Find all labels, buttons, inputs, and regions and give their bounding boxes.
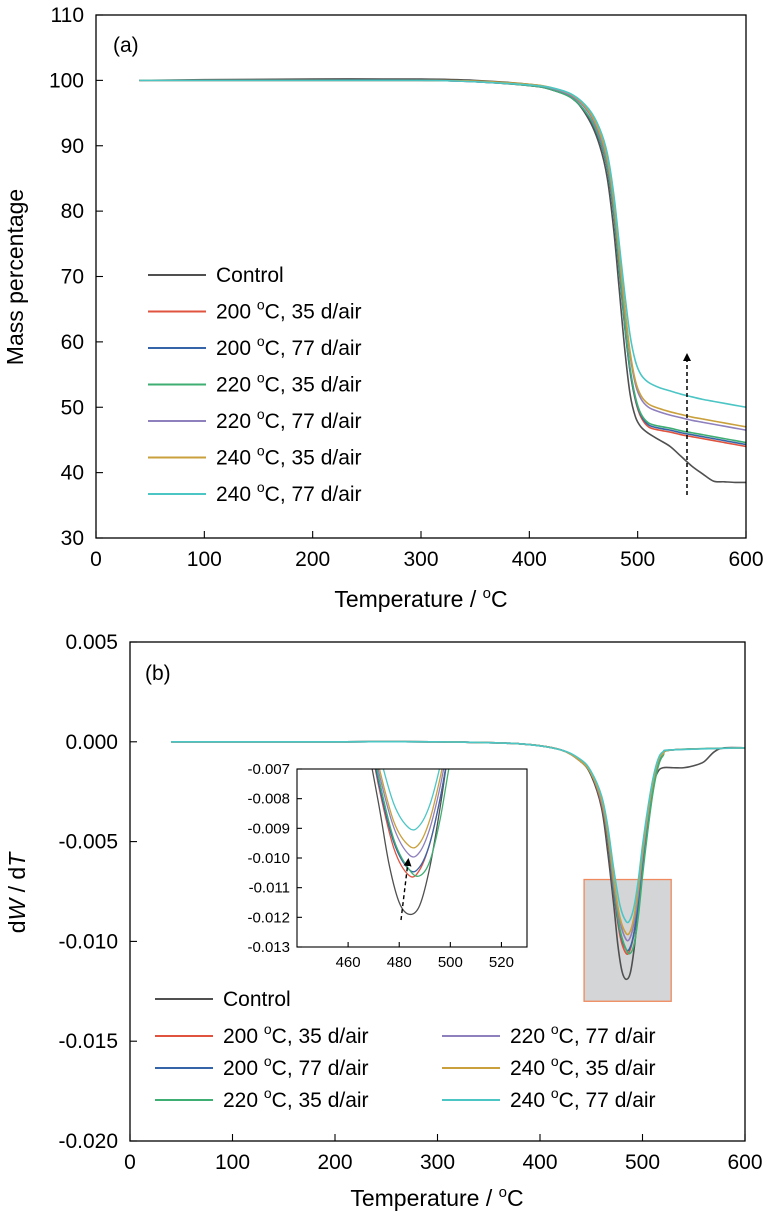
y-tick-label: 40 xyxy=(61,462,84,485)
x-tick-label: 400 xyxy=(522,1151,557,1174)
inset-series xyxy=(371,769,450,916)
inset-ticks: 460 480 500 520 -0.013 -0.012 -0.011 -0.010 -0.0… xyxy=(247,761,514,971)
legend-label-5: 240 oC, 35 d/air xyxy=(216,443,362,470)
legend-label-5: 240 oC, 35 d/air xyxy=(510,1053,656,1080)
legend-label-3: 220 oC, 35 d/air xyxy=(216,370,362,397)
x-tick-label: 500 xyxy=(625,1151,660,1174)
chart-a-panel-label: (a) xyxy=(113,34,139,57)
chart-b-x-axis-label: Temperature / oC xyxy=(350,1184,523,1211)
y-tick-label: -0.015 xyxy=(58,1030,118,1053)
legend-label-2: 200 oC, 77 d/air xyxy=(216,333,362,360)
chart-a-y-axis-label: Mass percentage xyxy=(2,189,28,365)
x-tick-label: 0 xyxy=(124,1151,136,1174)
legend-label-3: 220 oC, 35 d/air xyxy=(223,1085,369,1112)
inset-background xyxy=(297,769,527,947)
chart-b-ticks: 0 100 200 300 400 500 600 -0.020 -0.015 -0.010 -0.… xyxy=(58,631,762,1174)
inset-frame xyxy=(296,768,528,948)
chart-b-y-axis-label: dW / dT xyxy=(4,851,30,933)
y-tick-label: 0.005 xyxy=(65,631,118,654)
chart-a-x-axis-label: Temperature / oC xyxy=(334,585,507,612)
chart-b-legend: Control 200 oC, 35 d/air 200 oC, 77 d/air 2… xyxy=(155,988,656,1112)
legend-label-0: Control xyxy=(216,264,284,287)
y-tick-label: -0.020 xyxy=(58,1130,118,1153)
legend-label-0: Control xyxy=(223,988,291,1011)
x-tick-label: 300 xyxy=(403,548,438,571)
x-tick-label: 480 xyxy=(387,954,412,971)
legend-label-6: 240 oC, 77 d/air xyxy=(216,479,362,506)
y-tick-label: 0.000 xyxy=(65,731,118,754)
chart-a-ticks: 0 100 200 300 400 500 600 30 40 50 60 70 80 90 100 110 xyxy=(49,4,764,571)
x-tick-label: 600 xyxy=(727,1151,762,1174)
x-tick-label: 500 xyxy=(438,954,463,971)
y-tick-label: 60 xyxy=(61,331,84,354)
y-tick-label: -0.010 xyxy=(58,930,118,953)
legend-label-1: 200 oC, 35 d/air xyxy=(216,297,362,324)
series-line-0 xyxy=(371,769,447,916)
x-tick-label: 0 xyxy=(90,548,102,571)
x-tick-label: 200 xyxy=(295,548,330,571)
x-tick-label: 400 xyxy=(512,548,547,571)
y-tick-label: -0.009 xyxy=(247,820,290,837)
chart-b-frame xyxy=(129,641,746,1142)
chart-b: 0 100 200 300 400 500 600 -0.020 -0.015 -0.010 -0.… xyxy=(4,631,763,1211)
y-tick-label: 100 xyxy=(49,69,84,92)
y-tick-label: 50 xyxy=(61,396,84,419)
y-tick-label: -0.010 xyxy=(247,850,290,867)
y-tick-label: 70 xyxy=(61,266,84,289)
y-tick-label: -0.013 xyxy=(247,939,290,956)
series-line-6 xyxy=(171,740,745,924)
legend-label-2: 200 oC, 77 d/air xyxy=(223,1053,369,1080)
x-tick-label: 300 xyxy=(420,1151,455,1174)
series-line-0 xyxy=(139,78,746,484)
chart-a-series xyxy=(139,78,746,484)
y-tick-label: -0.008 xyxy=(247,791,290,808)
y-tick-label: -0.007 xyxy=(247,761,290,778)
x-tick-label: 100 xyxy=(215,1151,250,1174)
chart-b-panel-label: (b) xyxy=(145,662,171,685)
x-tick-label: 520 xyxy=(489,954,514,971)
x-tick-label: 200 xyxy=(317,1151,352,1174)
series-line-6 xyxy=(139,79,746,409)
y-tick-label: 30 xyxy=(61,527,84,550)
y-tick-label: -0.005 xyxy=(58,831,118,854)
inset-trend-arrow xyxy=(400,858,412,921)
y-tick-label: -0.011 xyxy=(249,880,290,897)
x-tick-label: 100 xyxy=(187,548,222,571)
series-line-3 xyxy=(376,769,450,877)
x-tick-label: 460 xyxy=(336,954,361,971)
x-tick-label: 600 xyxy=(728,548,763,571)
y-tick-label: 110 xyxy=(51,4,84,27)
legend-label-1: 200 oC, 35 d/air xyxy=(223,1021,369,1048)
chart-a-legend: Control 200 oC, 35 d/air 200 oC, 77 d/air 2… xyxy=(148,264,362,506)
x-tick-label: 500 xyxy=(620,548,655,571)
y-tick-label: 90 xyxy=(61,135,84,158)
chart-a: 0 100 200 300 400 500 60030405060708090100110 … xyxy=(2,4,764,612)
y-tick-label: 80 xyxy=(61,200,84,223)
chart-b-inset: 460 480 500 520 -0.013 -0.012 -0.011 -0.010 -0.0… xyxy=(247,761,528,971)
legend-label-4: 220 oC, 77 d/air xyxy=(216,406,362,433)
chart-b-series xyxy=(171,740,745,981)
legend-label-6: 240 oC, 77 d/air xyxy=(510,1085,656,1112)
chart-a-frame xyxy=(95,14,747,539)
legend-label-4: 220 oC, 77 d/air xyxy=(510,1021,656,1048)
y-tick-label: -0.012 xyxy=(247,909,290,926)
